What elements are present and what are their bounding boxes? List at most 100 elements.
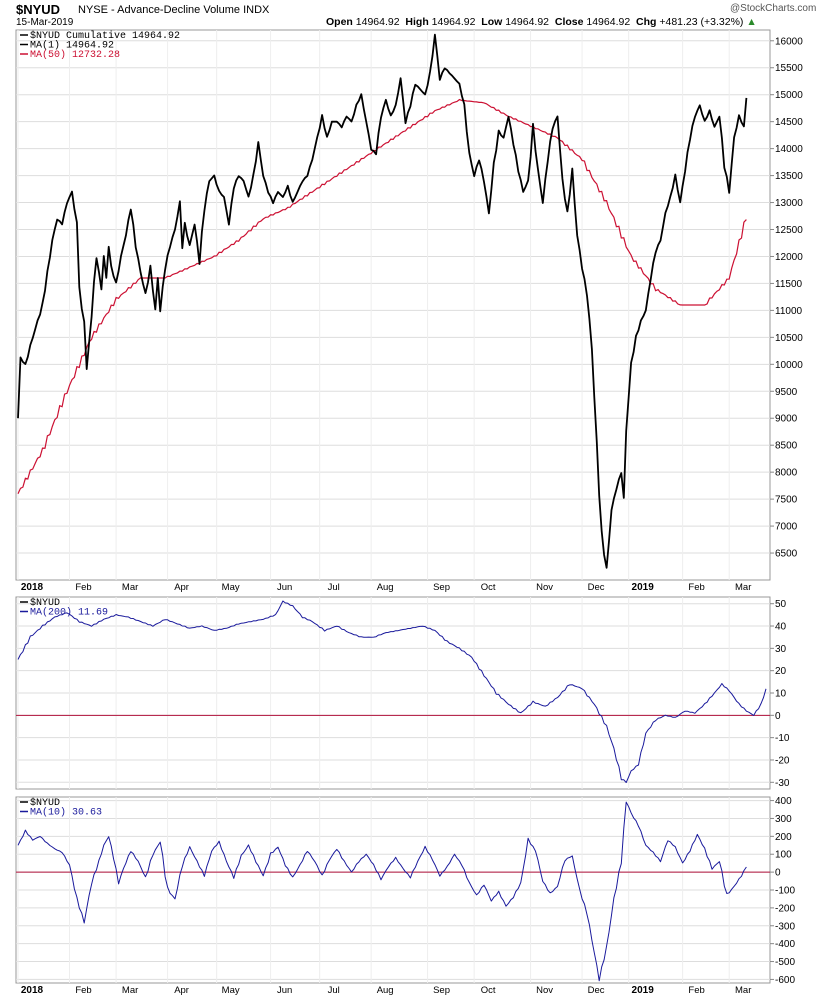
y-tick-label: -400 (775, 939, 795, 950)
y-tick-label: 200 (775, 832, 792, 843)
ticker-symbol: $NYUD (16, 2, 61, 17)
open-label: Open (326, 16, 353, 28)
y-tick-label: 7500 (775, 495, 798, 506)
x-month-label: Feb (688, 582, 704, 593)
x-month-label: Aug (377, 582, 394, 593)
chart-date: 15-Mar-2019 (16, 17, 74, 28)
low-value: 14964.92 (505, 16, 550, 28)
y-tick-label: 10 (775, 689, 787, 700)
y-tick-label: 12500 (775, 225, 803, 236)
y-tick-label: 0 (775, 711, 781, 722)
y-tick-label: 40 (775, 622, 787, 633)
y-tick-label: 9000 (775, 414, 798, 425)
y-tick-label: 400 (775, 796, 792, 807)
y-tick-label: 12000 (775, 252, 803, 263)
x-month-label: Oct (481, 985, 496, 996)
chart-header: $NYUD NYSE - Advance-Decline Volume INDX… (0, 0, 820, 30)
y-tick-label: 20 (775, 666, 787, 677)
x-month-label: Feb (75, 582, 91, 593)
x-month-label: Apr (174, 582, 189, 593)
close-label: Close (554, 16, 584, 28)
high-label: High (405, 16, 429, 28)
ohlc-readout: Open 14964.92 High 14964.92 Low 14964.92… (326, 16, 757, 28)
index-tag: INDX (243, 4, 270, 16)
x-month-label: Jun (277, 985, 292, 996)
y-tick-label: -20 (775, 755, 790, 766)
x-month-label: Mar (122, 582, 138, 593)
y-tick-label: 16000 (775, 36, 803, 47)
legend-entry: $NYUD Cumulative 14964.92 (30, 30, 180, 42)
y-tick-label: -30 (775, 778, 790, 789)
y-tick-label: 8000 (775, 468, 798, 479)
y-tick-label: 6500 (775, 549, 798, 560)
legend-entry: MA(1) 14964.92 (30, 40, 114, 52)
x-month-label: Feb (75, 985, 91, 996)
y-tick-label: -200 (775, 903, 795, 914)
price-panel: 6500 7000 7500 8000 8500 9000 9500 10000 10500 11… (15, 29, 803, 593)
up-triangle-icon: ▲ (746, 16, 757, 28)
x-month-label: Jul (328, 582, 340, 593)
y-tick-label: 8500 (775, 441, 798, 452)
chg-label: Chg (636, 16, 657, 28)
y-tick-label: 10000 (775, 360, 803, 371)
y-tick-label: 9500 (775, 387, 798, 398)
x-month-label: May (222, 582, 240, 593)
y-tick-label: 13500 (775, 171, 803, 182)
low-label: Low (481, 16, 503, 28)
y-tick-label: -300 (775, 921, 795, 932)
brand-watermark: @StockCharts.com (730, 3, 817, 14)
x-month-label: 2019 (632, 582, 655, 593)
y-tick-label: 0 (775, 868, 781, 879)
y-tick-label: 10500 (775, 333, 803, 344)
chg-value: +481.23 (+3.32%) (659, 16, 744, 28)
x-month-label: 2019 (632, 985, 655, 996)
x-month-label: Aug (377, 985, 394, 996)
legend-entry: MA(200) 11.69 (30, 607, 108, 619)
open-value: 14964.92 (355, 16, 400, 28)
x-month-label: May (222, 985, 240, 996)
y-tick-label: 11500 (775, 279, 803, 290)
y-tick-label: 13000 (775, 198, 803, 209)
x-month-label: Mar (122, 985, 138, 996)
ma50-series-line (17, 98, 747, 494)
legend-entry: $NYUD (30, 797, 60, 809)
oscillator-series-line (17, 600, 767, 783)
oscillator-series-line (17, 801, 747, 982)
legend-entry: MA(10) 30.63 (30, 807, 102, 819)
y-tick-label: 30 (775, 644, 787, 655)
x-month-label: Jul (328, 985, 340, 996)
x-month-label: Apr (174, 985, 189, 996)
ticker-description: NYSE - Advance-Decline Volume INDX (78, 4, 269, 16)
legend-entry: MA(50) 12732.28 (30, 49, 120, 61)
x-month-label: Nov (536, 582, 553, 593)
x-month-label: Feb (688, 985, 704, 996)
x-month-label: Nov (536, 985, 553, 996)
y-tick-label: -10 (775, 733, 790, 744)
y-tick-label: -100 (775, 886, 795, 897)
y-tick-label: 15500 (775, 63, 803, 74)
high-value: 14964.92 (431, 16, 476, 28)
close-value: 14964.92 (586, 16, 631, 28)
y-tick-label: 100 (775, 850, 792, 861)
y-tick-label: 11000 (775, 306, 803, 317)
y-tick-label: 15000 (775, 90, 803, 101)
y-tick-label: -600 (775, 975, 795, 986)
x-month-label: Dec (588, 582, 605, 593)
legend-entry: $NYUD (30, 597, 60, 609)
y-tick-label: 50 (775, 599, 787, 610)
y-tick-label: -500 (775, 957, 795, 968)
y-tick-label: 14000 (775, 144, 803, 155)
y-tick-label: 7000 (775, 522, 798, 533)
cumulative-series-line (17, 33, 748, 569)
x-month-label: 2018 (21, 985, 44, 996)
x-month-label: Sep (433, 985, 450, 996)
x-month-label: Sep (433, 582, 450, 593)
x-month-label: Dec (588, 985, 605, 996)
y-tick-label: 14500 (775, 117, 803, 128)
x-month-label: Jun (277, 582, 292, 593)
x-month-label: Mar (735, 582, 751, 593)
y-tick-label: 300 (775, 814, 792, 825)
ticker-description-text: NYSE - Advance-Decline Volume (78, 4, 241, 16)
